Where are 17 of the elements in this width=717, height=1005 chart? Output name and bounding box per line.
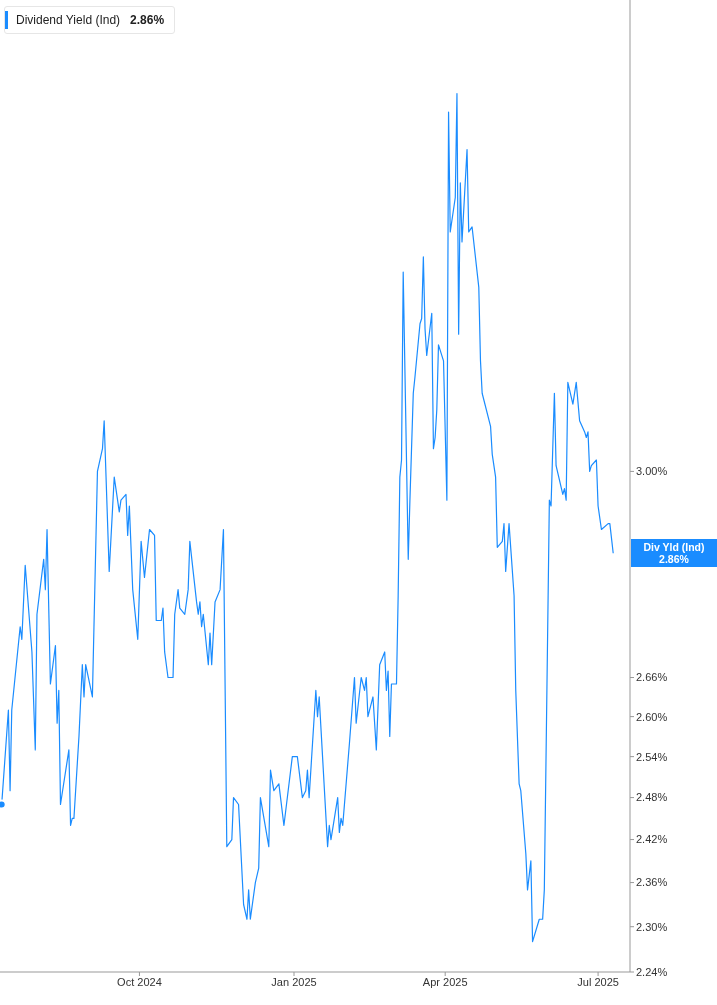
- line-series: [0, 93, 614, 943]
- y-tick-label: 2.24%: [636, 965, 668, 978]
- y-tick-label: 2.36%: [636, 876, 668, 889]
- text: Div Yld (Ind) 2.86%: [631, 539, 717, 568]
- y-tick-label: 3.00%: [636, 465, 668, 478]
- annotation: 2.86%: [130, 13, 165, 27]
- x-tick-label: Jul 2025: [577, 975, 619, 988]
- y-tick-label: 2.30%: [636, 920, 668, 933]
- y-tick-label: 2.60%: [636, 710, 668, 723]
- x-tick-label: Oct 2024: [117, 975, 162, 988]
- y-tick-label: 2.42%: [636, 833, 668, 846]
- x-tick-label: Apr 2025: [422, 975, 468, 988]
- y-tick-label: 2.66%: [636, 671, 668, 684]
- legend-label: Dividend Yield (Ind): [16, 13, 121, 27]
- y-tick-label: 2.48%: [636, 791, 668, 804]
- x-tick-label: Jan 2025: [271, 975, 317, 988]
- y-tick-label: 2.54%: [636, 750, 668, 763]
